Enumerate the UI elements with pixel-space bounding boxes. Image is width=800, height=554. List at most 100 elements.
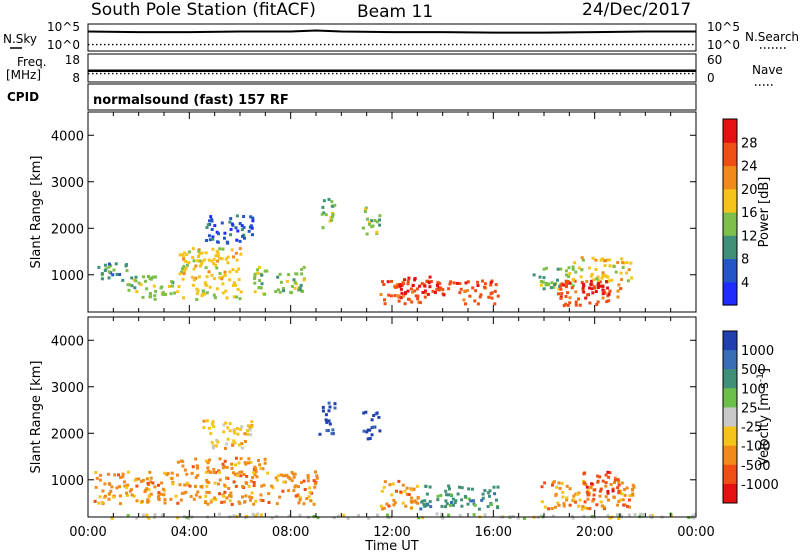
data-cell bbox=[243, 500, 246, 504]
data-cell bbox=[627, 268, 631, 272]
data-cell bbox=[256, 271, 260, 275]
data-cell bbox=[237, 267, 241, 271]
colorbar-frame bbox=[722, 330, 738, 504]
power-panel: 1000 2000 3000 4000 Slant Range [km] 4 8 12 16… bbox=[29, 111, 772, 313]
y-tick-label: 3000 bbox=[51, 381, 84, 396]
data-cell bbox=[608, 516, 612, 520]
data-cell bbox=[216, 259, 220, 263]
data-cell bbox=[218, 256, 222, 260]
data-cell bbox=[260, 273, 264, 277]
colorbar-tick-label: 16 bbox=[741, 206, 758, 221]
data-cell bbox=[218, 478, 222, 482]
data-cell bbox=[583, 500, 587, 504]
data-cell bbox=[580, 280, 584, 284]
data-cell bbox=[547, 282, 551, 286]
data-cell bbox=[132, 278, 136, 282]
data-cell bbox=[471, 286, 475, 290]
data-cell bbox=[236, 287, 240, 291]
data-cell bbox=[591, 499, 595, 503]
data-cell bbox=[390, 279, 393, 283]
data-cell bbox=[107, 265, 111, 269]
data-cell bbox=[124, 264, 128, 268]
data-cell bbox=[389, 294, 393, 298]
data-cell bbox=[617, 517, 621, 520]
data-cell bbox=[259, 286, 263, 290]
data-cell bbox=[486, 491, 490, 495]
data-cell bbox=[196, 289, 200, 293]
data-cell bbox=[302, 502, 306, 506]
data-cell bbox=[559, 296, 563, 300]
data-cell bbox=[562, 502, 566, 506]
data-cell bbox=[148, 295, 152, 299]
data-cell bbox=[386, 513, 389, 517]
data-cell bbox=[253, 281, 257, 285]
data-cell bbox=[204, 501, 207, 504]
data-cell bbox=[557, 481, 561, 485]
data-cell bbox=[257, 286, 261, 290]
noise-panel: N.Sky 10^5 10^0 10^5 10^0 N.Search bbox=[3, 20, 799, 52]
data-cell bbox=[300, 272, 304, 276]
noise-left-tick-top: 10^5 bbox=[47, 20, 80, 34]
data-cell bbox=[153, 485, 157, 489]
data-cell bbox=[492, 485, 496, 489]
data-cell bbox=[249, 479, 253, 483]
data-cell bbox=[253, 272, 257, 276]
data-cell bbox=[397, 479, 401, 483]
data-cell bbox=[493, 492, 497, 496]
data-cell bbox=[429, 280, 433, 283]
data-cell bbox=[629, 261, 633, 265]
data-cell bbox=[255, 475, 259, 479]
data-cell bbox=[169, 292, 173, 296]
data-cell bbox=[107, 276, 111, 280]
data-cell bbox=[278, 495, 282, 499]
data-cell bbox=[582, 282, 585, 286]
data-cell bbox=[387, 293, 391, 297]
data-cell bbox=[238, 239, 242, 243]
data-cell bbox=[382, 485, 386, 489]
data-cell bbox=[297, 501, 301, 505]
data-cell bbox=[628, 498, 631, 502]
data-cell bbox=[403, 489, 407, 493]
data-cell bbox=[201, 293, 205, 297]
data-cell bbox=[625, 504, 629, 508]
data-cell bbox=[214, 263, 217, 267]
data-cell bbox=[447, 287, 451, 291]
data-cell bbox=[493, 302, 497, 306]
data-cell bbox=[433, 291, 437, 294]
data-cell bbox=[571, 284, 575, 288]
data-cell bbox=[240, 446, 244, 450]
data-cell bbox=[379, 504, 383, 508]
data-cell bbox=[494, 283, 498, 287]
nave-label: Nave bbox=[752, 63, 783, 77]
data-cell bbox=[108, 482, 112, 486]
data-cell bbox=[199, 485, 203, 489]
data-cell bbox=[217, 482, 220, 486]
data-cell bbox=[298, 286, 302, 290]
data-cell bbox=[234, 463, 237, 467]
data-cell bbox=[324, 413, 328, 417]
data-cell bbox=[203, 292, 207, 296]
data-cell bbox=[490, 291, 494, 295]
data-cell bbox=[100, 272, 104, 276]
data-cell bbox=[383, 298, 386, 302]
data-cell bbox=[312, 479, 316, 483]
data-cell bbox=[368, 428, 372, 432]
data-cell bbox=[465, 289, 469, 292]
data-cell bbox=[179, 498, 183, 502]
data-cell bbox=[246, 424, 250, 428]
data-cell bbox=[210, 259, 214, 263]
data-cell bbox=[327, 197, 331, 201]
data-cell bbox=[375, 230, 379, 234]
data-cell bbox=[275, 478, 279, 482]
colorbar-swatch bbox=[723, 142, 737, 167]
data-cell bbox=[573, 261, 577, 265]
data-cell bbox=[449, 280, 453, 284]
data-cell bbox=[540, 500, 544, 504]
data-cell bbox=[567, 275, 570, 279]
colorbar-swatch bbox=[723, 483, 737, 504]
data-cell bbox=[163, 471, 167, 475]
data-cell bbox=[238, 222, 242, 225]
data-cell bbox=[346, 517, 350, 520]
data-cell bbox=[309, 499, 313, 503]
data-cell bbox=[246, 432, 250, 436]
